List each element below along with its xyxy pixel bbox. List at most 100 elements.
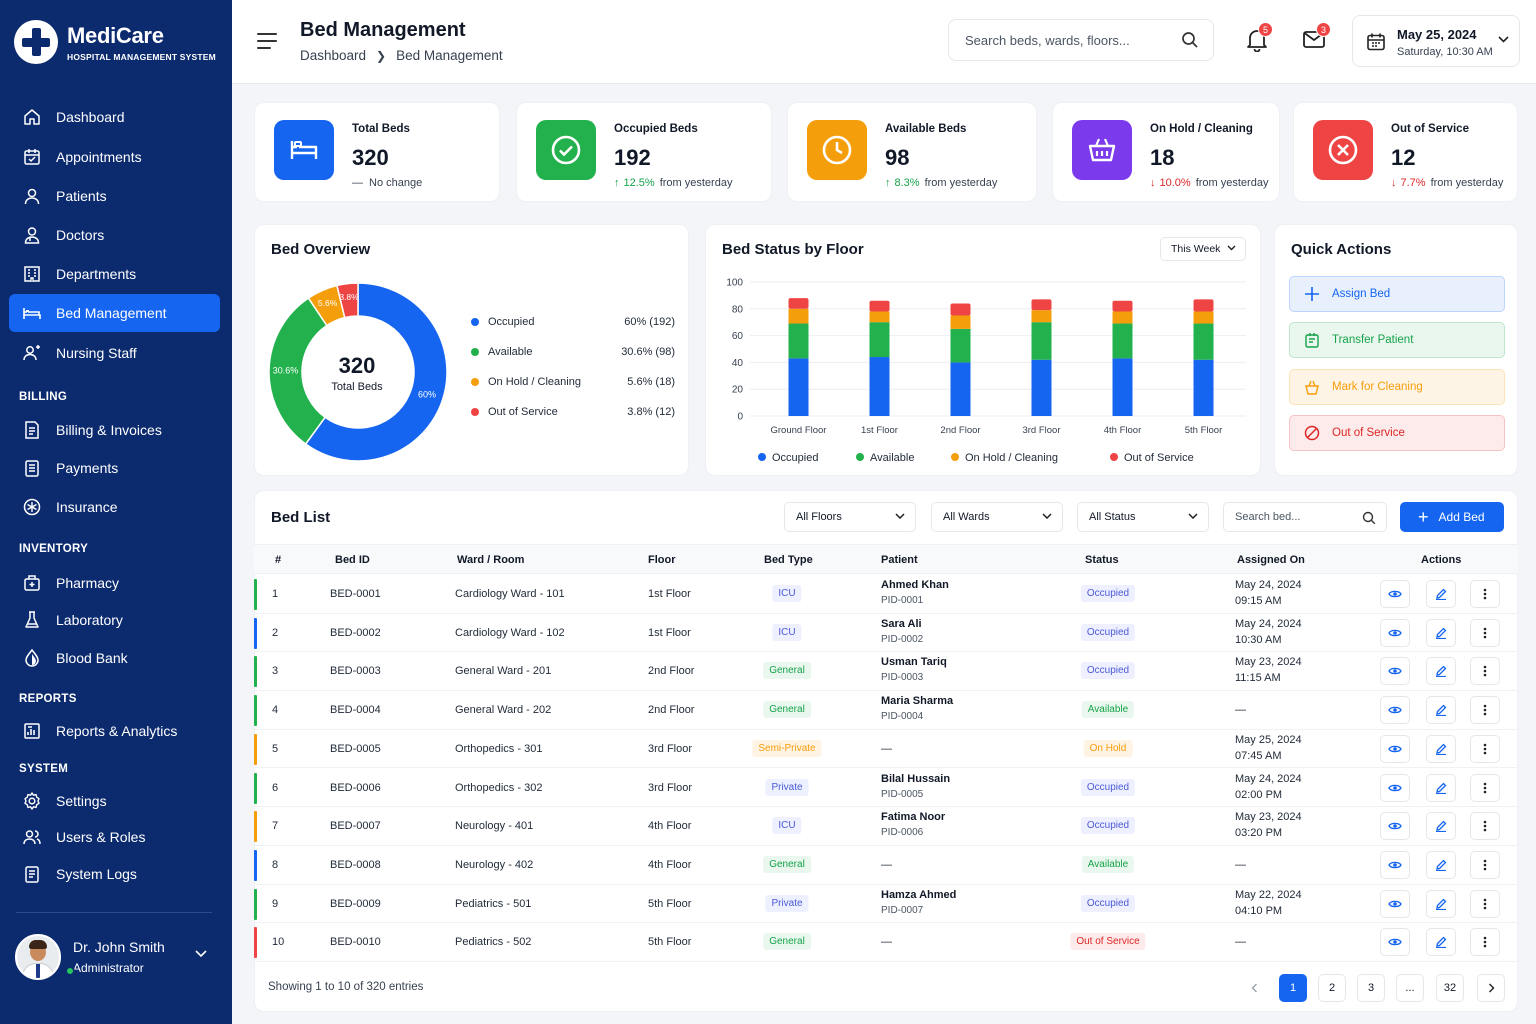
edit-button[interactable]: [1426, 850, 1456, 879]
view-button[interactable]: [1380, 580, 1410, 608]
donut-slice-out-of-service[interactable]: [336, 282, 359, 319]
table-row[interactable]: 9 BED-0009 Pediatrics - 501 5th Floor Privat…: [254, 885, 1518, 924]
bar-available[interactable]: [788, 323, 809, 359]
quick-action-assign-bed[interactable]: Assign Bed: [1289, 276, 1505, 312]
edit-button[interactable]: [1426, 657, 1456, 686]
table-row[interactable]: 4 BED-0004 General Ward - 202 2nd Floor Gene…: [254, 691, 1518, 730]
breadcrumb-dashboard[interactable]: Dashboard: [300, 48, 367, 63]
more-options-button[interactable]: [1470, 889, 1500, 918]
prev-page-button[interactable]: [1240, 974, 1268, 1002]
bar-on-hold-cleaning[interactable]: [1031, 310, 1052, 323]
edit-button[interactable]: [1426, 928, 1456, 957]
global-search-input[interactable]: Search beds, wards, floors...: [948, 19, 1214, 61]
ward-filter-select[interactable]: All Wards: [931, 502, 1063, 532]
view-button[interactable]: [1380, 812, 1410, 841]
sidebar-item-appointments[interactable]: Appointments: [9, 138, 220, 176]
sidebar-item-payments[interactable]: Payments: [9, 449, 220, 487]
patient-name[interactable]: Usman Tariq: [881, 656, 947, 669]
view-button[interactable]: [1380, 618, 1410, 647]
table-row[interactable]: 5 BED-0005 Orthopedics - 301 3rd Floor Semi-…: [254, 730, 1518, 769]
sidebar-item-system-logs[interactable]: System Logs: [9, 855, 220, 893]
stat-card-available-beds[interactable]: Available Beds 98 ↑ 8.3% from yesterday: [787, 102, 1037, 202]
page-button[interactable]: 1: [1279, 974, 1307, 1002]
more-options-button[interactable]: [1470, 928, 1500, 957]
sidebar-item-reports-analytics[interactable]: Reports & Analytics: [9, 712, 220, 750]
edit-button[interactable]: [1426, 734, 1456, 763]
stat-card-out-of-service[interactable]: Out of Service 12 ↓ 7.7% from yesterday: [1293, 102, 1518, 202]
view-button[interactable]: [1380, 850, 1410, 879]
bar-out-of-service[interactable]: [869, 300, 890, 312]
page-button[interactable]: 32: [1436, 974, 1464, 1002]
menu-toggle-icon[interactable]: [257, 33, 277, 49]
bar-on-hold-cleaning[interactable]: [1193, 311, 1214, 324]
bar-occupied[interactable]: [1112, 358, 1133, 416]
bar-available[interactable]: [950, 328, 971, 363]
sidebar-item-laboratory[interactable]: Laboratory: [9, 601, 220, 639]
edit-button[interactable]: [1426, 812, 1456, 841]
bar-out-of-service[interactable]: [1112, 300, 1133, 312]
sidebar-item-pharmacy[interactable]: Pharmacy: [9, 564, 220, 602]
bar-occupied[interactable]: [1193, 359, 1214, 416]
more-options-button[interactable]: [1470, 618, 1500, 647]
patient-name[interactable]: Bilal Hussain: [881, 772, 951, 785]
bar-on-hold-cleaning[interactable]: [950, 315, 971, 329]
patient-name[interactable]: Sara Ali: [881, 617, 922, 630]
stat-card-occupied-beds[interactable]: Occupied Beds 192 ↑ 12.5% from yesterday: [516, 102, 772, 202]
status-filter-select[interactable]: All Status: [1077, 502, 1209, 532]
more-options-button[interactable]: [1470, 696, 1500, 725]
edit-button[interactable]: [1426, 618, 1456, 647]
edit-button[interactable]: [1426, 773, 1456, 802]
search-icon[interactable]: [1181, 31, 1199, 49]
stat-card-on-hold-cleaning[interactable]: On Hold / Cleaning 18 ↓ 10.0% from yesterday: [1052, 102, 1280, 202]
bar-on-hold-cleaning[interactable]: [869, 311, 890, 323]
bar-on-hold-cleaning[interactable]: [1112, 311, 1133, 324]
more-options-button[interactable]: [1470, 850, 1500, 879]
sidebar-item-blood-bank[interactable]: Blood Bank: [9, 639, 220, 677]
app-logo[interactable]: MediCare HOSPITAL MANAGEMENT SYSTEM: [14, 20, 216, 64]
edit-button[interactable]: [1426, 580, 1456, 608]
next-page-button[interactable]: [1477, 974, 1505, 1002]
view-button[interactable]: [1380, 928, 1410, 957]
view-button[interactable]: [1380, 657, 1410, 686]
bar-out-of-service[interactable]: [1031, 299, 1052, 311]
bar-available[interactable]: [1031, 322, 1052, 360]
bar-available[interactable]: [1112, 323, 1133, 359]
add-bed-button[interactable]: + Add Bed: [1400, 502, 1504, 532]
table-row[interactable]: 2 BED-0002 Cardiology Ward - 102 1st Floor I…: [254, 614, 1518, 653]
patient-name[interactable]: Maria Sharma: [881, 695, 954, 708]
patient-name[interactable]: Ahmed Khan: [881, 579, 949, 591]
view-button[interactable]: [1380, 773, 1410, 802]
messages-button[interactable]: 3: [1302, 22, 1331, 55]
more-options-button[interactable]: [1470, 657, 1500, 686]
patient-name[interactable]: Fatima Noor: [881, 811, 946, 824]
bar-occupied[interactable]: [788, 358, 809, 416]
view-button[interactable]: [1380, 734, 1410, 763]
sidebar-item-users-roles[interactable]: Users & Roles: [9, 818, 220, 856]
page-button[interactable]: 2: [1318, 974, 1346, 1002]
table-row[interactable]: 3 BED-0003 General Ward - 201 2nd Floor Gene…: [254, 652, 1518, 692]
notifications-button[interactable]: 5: [1246, 22, 1273, 57]
bar-out-of-service[interactable]: [1193, 299, 1214, 312]
date-picker[interactable]: May 25, 2024 Saturday, 10:30 AM: [1352, 15, 1520, 67]
table-row[interactable]: 7 BED-0007 Neurology - 401 4th Floor ICU Fati…: [254, 807, 1518, 846]
sidebar-item-nursing-staff[interactable]: Nursing Staff: [9, 334, 220, 372]
page-button[interactable]: 3: [1357, 974, 1385, 1002]
donut-slice-occupied[interactable]: [304, 282, 448, 462]
bar-available[interactable]: [869, 322, 890, 358]
bar-occupied[interactable]: [950, 362, 971, 416]
bar-on-hold-cleaning[interactable]: [788, 308, 809, 324]
sidebar-item-patients[interactable]: Patients: [9, 177, 220, 215]
table-row[interactable]: 10 BED-0010 Pediatrics - 502 5th Floor Gener…: [254, 923, 1518, 962]
bar-occupied[interactable]: [869, 357, 890, 416]
stat-card-total-beds[interactable]: Total Beds 320 — No change: [254, 102, 500, 202]
quick-action-transfer-patient[interactable]: Transfer Patient: [1289, 322, 1505, 358]
quick-action-mark-for-cleaning[interactable]: Mark for Cleaning: [1289, 369, 1505, 405]
sidebar-item-insurance[interactable]: Insurance: [9, 488, 220, 526]
more-options-button[interactable]: [1470, 812, 1500, 841]
more-options-button[interactable]: [1470, 734, 1500, 763]
sidebar-item-bed-management[interactable]: Bed Management: [9, 294, 220, 332]
page-button[interactable]: ...: [1396, 974, 1424, 1002]
bar-out-of-service[interactable]: [788, 298, 809, 309]
table-row[interactable]: 1 BED-0001 Cardiology Ward - 101 1st Floor I…: [254, 575, 1518, 614]
table-row[interactable]: 6 BED-0006 Orthopedics - 302 3rd Floor Priva…: [254, 769, 1518, 808]
